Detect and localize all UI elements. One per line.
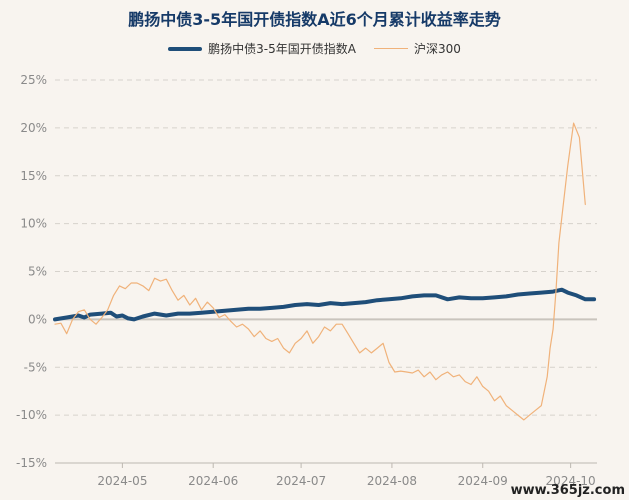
x-tick-label: 2024-06 [188,474,238,488]
y-tick-label: 15% [20,169,47,183]
legend-label-fund: 鹏扬中债3-5年国开债指数A [208,42,356,56]
x-tick-label: 2024-05 [97,474,147,488]
site-watermark: www.365jz.com [510,483,625,498]
y-tick-label: -5% [24,360,47,374]
y-tick-label: 25% [20,73,47,87]
x-tick-label: 2024-10 [546,474,596,488]
chart-legend: 鹏扬中债3-5年国开债指数A 沪深300 [0,40,629,57]
series-line-csi300 [54,122,586,421]
series-lines [53,122,597,421]
y-tick-label: -10% [16,408,47,422]
y-axis: 25% 20% 15% 10% 5% 0% -5% -10% -15% [16,73,47,470]
legend-item-csi300[interactable]: 沪深300 [373,40,461,57]
y-tick-label: 0% [28,312,47,326]
legend-item-fund[interactable]: 鹏扬中债3-5年国开债指数A [168,40,356,57]
legend-label-csi300: 沪深300 [413,42,461,56]
x-axis: 2024-05 2024-06 2024-07 2024-08 2024-09 2024-… [55,462,597,488]
y-tick-label: 5% [28,265,47,279]
x-tick-label: 2024-09 [458,474,508,488]
y-tick-label: -15% [16,456,47,470]
chart-title: 鹏扬中债3-5年国开债指数A近6个月累计收益率走势 [128,10,501,29]
series-line-fund [53,287,597,322]
y-tick-label: 20% [20,121,47,135]
y-tick-label: 10% [20,217,47,231]
grid [55,79,597,464]
legend-swatch-csi300 [373,48,408,49]
legend-swatch-fund [168,46,203,51]
x-tick-label: 2024-07 [276,474,326,488]
x-tick-label: 2024-08 [367,474,417,488]
